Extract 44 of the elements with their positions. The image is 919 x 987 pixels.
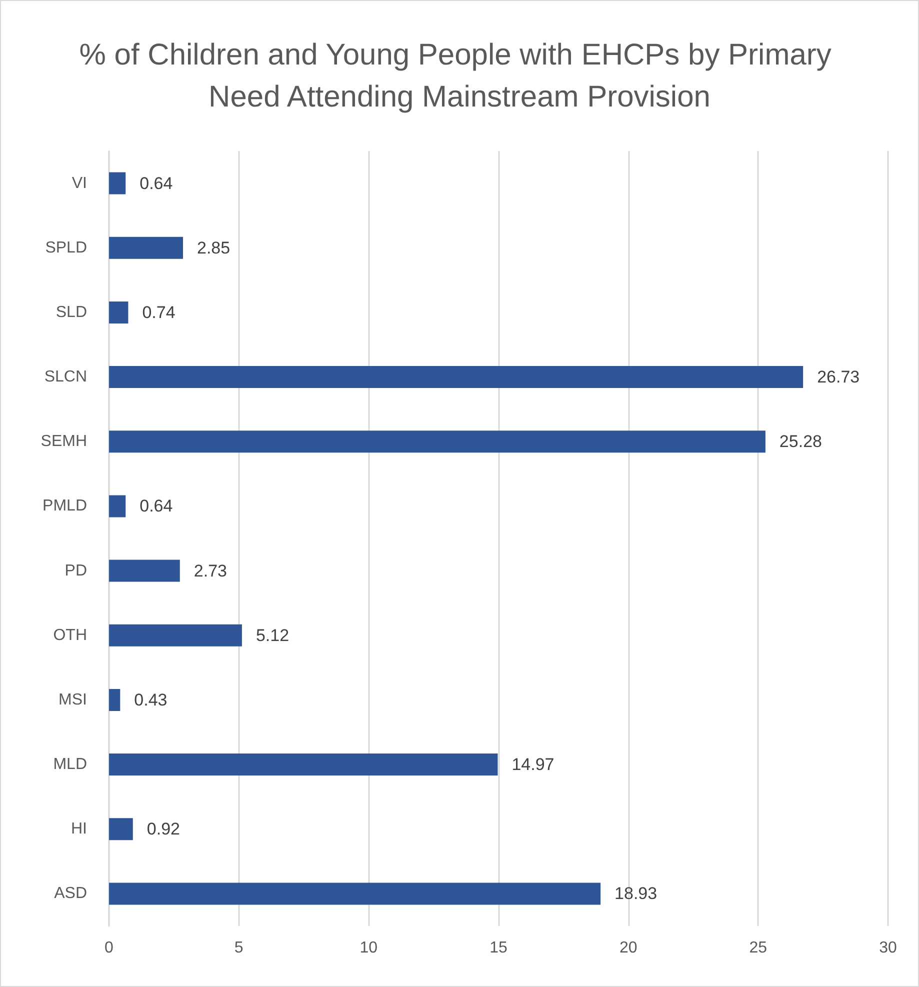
data-label: 0.92: [146, 820, 180, 839]
data-label: 14.97: [512, 755, 554, 774]
y-tick-label: MSI: [58, 691, 87, 708]
data-label: 0.64: [140, 174, 173, 193]
x-tick-label: 25: [749, 940, 768, 956]
y-tick-label: VI: [72, 174, 87, 192]
y-tick-label: MLD: [53, 756, 87, 774]
bar: [109, 366, 804, 388]
bar: [109, 430, 766, 453]
y-tick-label: PD: [64, 562, 87, 580]
y-tick-label: SLD: [56, 304, 87, 321]
x-tick-label: 15: [490, 940, 508, 956]
y-tick-label: SLCN: [44, 368, 87, 386]
x-tick-label: 5: [234, 940, 244, 956]
bar: [109, 236, 184, 259]
data-label: 18.93: [614, 884, 658, 904]
bar: [109, 624, 242, 646]
bar: [109, 818, 133, 840]
x-tick-label: 10: [360, 940, 378, 956]
y-tick-label: ASD: [54, 885, 87, 902]
x-tick-label: 20: [619, 940, 638, 956]
y-tick-label: SEMH: [40, 433, 87, 450]
x-tick-label: 30: [879, 940, 897, 956]
data-label: 25.28: [779, 432, 822, 452]
data-label: 2.73: [194, 561, 227, 580]
bar: [109, 495, 126, 518]
y-tick-label: PMLD: [42, 498, 87, 515]
data-label: 2.85: [197, 238, 230, 258]
data-label: 0.43: [134, 690, 168, 710]
bar: [109, 560, 180, 582]
bar: [109, 882, 601, 905]
data-label: 5.12: [256, 626, 290, 645]
y-tick-label: OTH: [53, 626, 87, 644]
chart-title: % of Children and Young People with EHCPs by Primary Need Attending Mainstream Provision: [79, 38, 840, 114]
bar: [109, 754, 498, 776]
x-tick-label: 0: [104, 940, 114, 956]
data-label: 0.64: [140, 496, 173, 516]
bar: [109, 688, 120, 711]
y-tick-label: SPLD: [45, 239, 87, 256]
data-label: 26.73: [817, 368, 860, 387]
bar: [109, 172, 126, 194]
data-label: 0.74: [142, 302, 176, 322]
y-tick-label: HI: [71, 820, 87, 838]
bar: [109, 301, 128, 324]
